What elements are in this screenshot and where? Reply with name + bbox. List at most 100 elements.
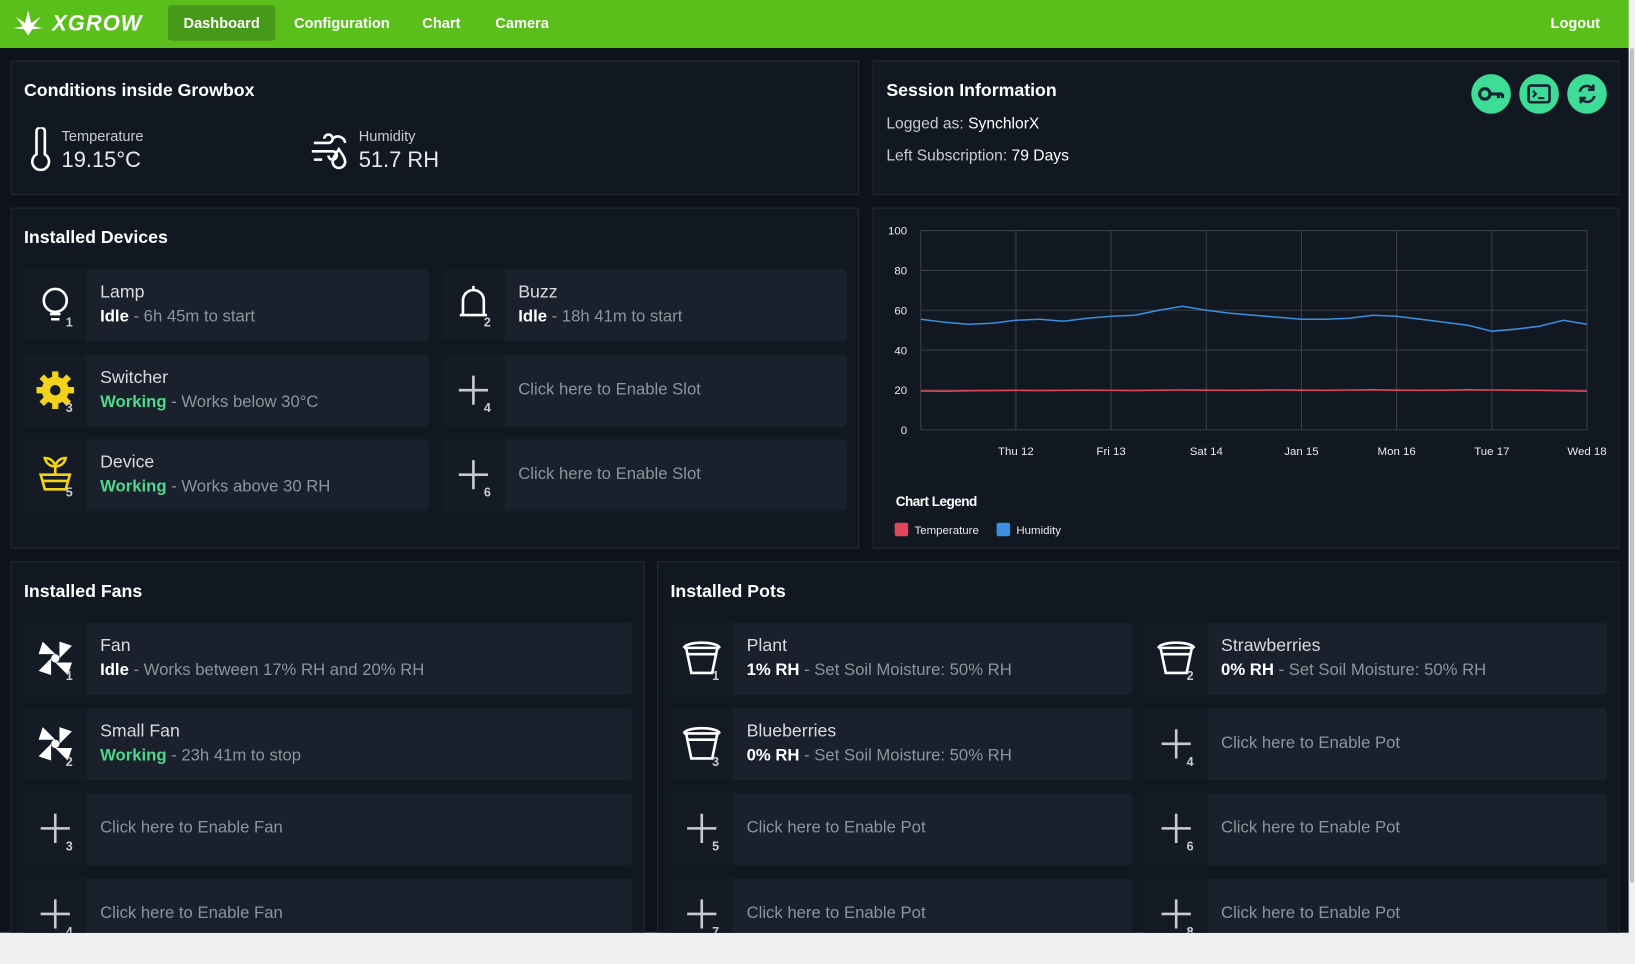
item-name: Switcher (100, 366, 169, 387)
icon (687, 813, 717, 843)
card[interactable]: 4 Click here to Enable Slot (442, 354, 847, 427)
fans-panel: Installed Fans 1 Fan Idle - Works between … (10, 561, 645, 933)
slot-number: 1 (65, 315, 73, 330)
thermometer-icon (31, 127, 51, 172)
card[interactable]: 6 Click here to Enable Slot (442, 439, 847, 512)
nav-link[interactable]: Dashboard (167, 5, 276, 41)
status-detail: - 18h 41m to start (551, 307, 683, 326)
item-name: Small Fan (100, 720, 180, 741)
status: Working (100, 392, 167, 411)
card[interactable]: 3 Click here to Enable Fan (23, 792, 632, 865)
icon (1157, 641, 1196, 675)
slot-number: 2 (65, 753, 73, 769)
card[interactable]: 5 Click here to Enable Pot (670, 792, 1133, 865)
item-name: Lamp (100, 281, 145, 302)
label: Logged as: (886, 114, 964, 133)
icon-box: 6 (442, 439, 505, 512)
main: XGROW Dashboard Configuration Chart Came… (0, 0, 1629, 933)
panel-title: Installed Fans (23, 581, 143, 601)
card: 1 Lamp Idle - 6h 45m to start (23, 269, 429, 342)
card[interactable]: 7 Click here to Enable Pot (670, 877, 1133, 933)
legend-swatch (996, 522, 1011, 537)
icon (42, 287, 69, 321)
status-line: Working - Works below 30°C (100, 393, 318, 412)
status-line: 0% RH - Set Soil Moisture: 50% RH (1221, 661, 1486, 680)
value: 51.7 RH (358, 148, 440, 173)
panel-title: Installed Devices (23, 227, 168, 248)
icon (38, 726, 72, 761)
legend-swatch (894, 522, 909, 537)
icon (1161, 813, 1191, 843)
nav-link[interactable]: Chart (422, 14, 461, 32)
card[interactable]: 8 Click here to Enable Pot (1144, 877, 1607, 933)
chart-panel: 0 20 40 60 80 100 Thu 12 Fri 13 Sat 14 Jan 15 Mon … (872, 207, 1620, 549)
status-detail: - Set Soil Moisture: 50% RH (1278, 661, 1487, 680)
icon (40, 813, 70, 843)
slot-number: 7 (712, 923, 720, 933)
enable-text: Click here to Enable Slot (518, 465, 701, 484)
icon (1161, 728, 1191, 758)
card[interactable]: 4 Click here to Enable Pot (1144, 707, 1607, 780)
user: SynchlorX (968, 114, 1040, 133)
logo-icon (13, 10, 43, 36)
enable-text: Click here to Enable Pot (746, 818, 926, 837)
slot-number: 4 (483, 400, 491, 415)
icon-box: 4 (23, 877, 87, 933)
refresh-button[interactable] (1567, 74, 1607, 114)
key-button[interactable] (1471, 74, 1511, 114)
icon (38, 456, 72, 491)
panel-title: Conditions inside Growbox (23, 80, 255, 101)
nav-link[interactable]: Configuration (294, 14, 390, 32)
panel-title: Session Information (886, 80, 1057, 101)
status-detail: - Works below 30°C (171, 392, 319, 411)
slot-number: 3 (712, 753, 720, 769)
navbar: XGROW Dashboard Configuration Chart Came… (0, 0, 1629, 48)
status: 1% RH (746, 661, 800, 680)
card[interactable]: 6 Click here to Enable Pot (1144, 792, 1607, 865)
x-tick-label: Fri 13 (1096, 446, 1125, 458)
scrollbar[interactable] (1628, 0, 1635, 933)
status: Working (100, 746, 167, 765)
y-tick-label: 20 (894, 385, 907, 397)
series-line (920, 305, 1588, 332)
status-line: Working - 23h 41m to stop (100, 746, 301, 765)
label: Temperature (61, 127, 144, 144)
slot-number: 1 (65, 668, 73, 684)
status-line: 0% RH - Set Soil Moisture: 50% RH (747, 746, 1012, 765)
icon (36, 370, 75, 409)
icon (1161, 898, 1191, 929)
icon-box: 3 (23, 354, 87, 427)
card[interactable]: 4 Click here to Enable Fan (23, 877, 632, 933)
icon-box: 1 (23, 622, 87, 695)
icon (458, 460, 488, 490)
status-line: Idle - Works between 17% RH and 20% RH (100, 661, 424, 680)
status-detail: - Works between 17% RH and 20% RH (133, 661, 425, 680)
terminal-button[interactable] (1519, 74, 1559, 114)
value: 19.15°C (61, 148, 141, 173)
enable-text: Click here to Enable Pot (1221, 818, 1401, 837)
x-tick-label: Jan 15 (1284, 446, 1318, 458)
status-line: Idle - 6h 45m to start (100, 308, 255, 327)
item-name: Device (100, 451, 155, 472)
icon-box: 8 (1144, 877, 1208, 933)
enable-text: Click here to Enable Slot (518, 380, 701, 399)
slot-number: 8 (1186, 923, 1194, 933)
status-line: Idle - 18h 41m to start (518, 308, 682, 327)
card: 2 Strawberries 0% RH - Set Soil Moisture: … (1144, 622, 1607, 695)
card: 2 Buzz Idle - 18h 41m to start (442, 269, 847, 342)
item-name: Plant (746, 635, 788, 656)
slot-number: 4 (65, 923, 73, 933)
enable-text: Click here to Enable Fan (100, 818, 283, 837)
chart: 0 20 40 60 80 100 Thu 12 Fri 13 Sat 14 Jan 15 Mon … (888, 226, 1607, 537)
icon (682, 641, 721, 675)
icon (458, 375, 488, 405)
status-line: 1% RH - Set Soil Moisture: 50% RH (747, 661, 1012, 680)
y-tick-label: 0 (901, 425, 907, 437)
nav-link[interactable]: Camera (495, 14, 549, 32)
slot-number: 3 (65, 838, 73, 854)
legend-title: Chart Legend (896, 494, 977, 509)
icon-box: 7 (670, 877, 734, 933)
logout[interactable]: Logout (1550, 14, 1600, 32)
status-line: Working - Works above 30 RH (100, 478, 330, 497)
scroll-thumb[interactable] (1629, 47, 1634, 883)
